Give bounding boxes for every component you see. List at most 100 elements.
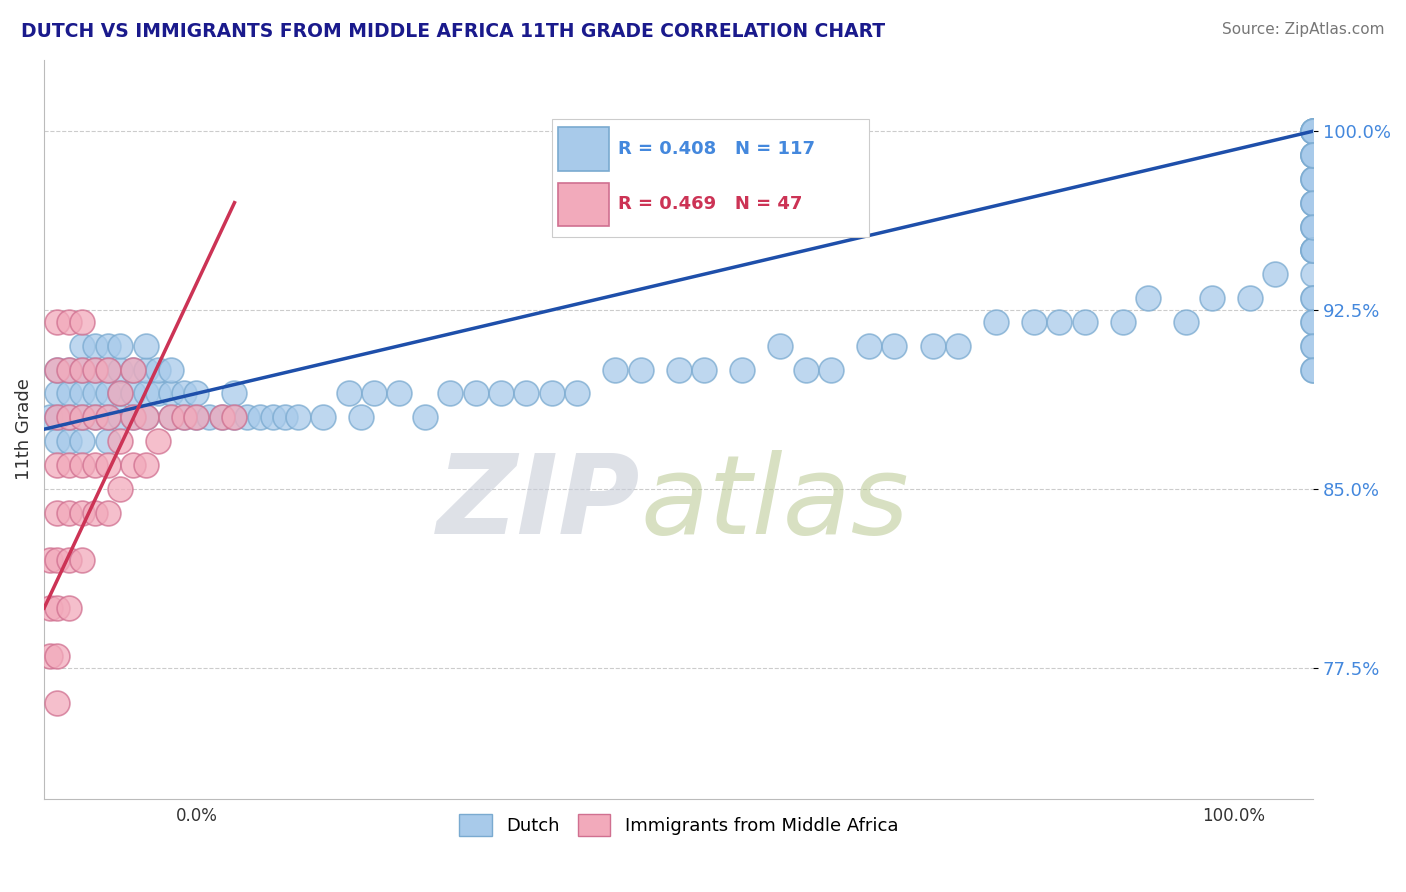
Dutch — [58, 410, 80, 425]
Dutch — [45, 386, 67, 401]
Immigrants from Middle Africa — [97, 458, 120, 472]
Immigrants from Middle Africa — [97, 362, 120, 376]
Dutch — [1302, 339, 1324, 353]
Dutch — [160, 386, 183, 401]
Text: 0.0%: 0.0% — [176, 807, 218, 825]
Immigrants from Middle Africa — [122, 410, 145, 425]
Dutch — [858, 339, 880, 353]
Dutch — [58, 386, 80, 401]
Immigrants from Middle Africa — [97, 410, 120, 425]
Dutch — [794, 362, 817, 376]
Dutch — [605, 362, 627, 376]
Legend: Dutch, Immigrants from Middle Africa: Dutch, Immigrants from Middle Africa — [450, 805, 907, 846]
Dutch — [148, 386, 170, 401]
Text: ZIP: ZIP — [437, 450, 641, 557]
Dutch — [122, 386, 145, 401]
Dutch — [1302, 339, 1324, 353]
Dutch — [1302, 267, 1324, 281]
Immigrants from Middle Africa — [110, 434, 132, 449]
Dutch — [224, 386, 246, 401]
Immigrants from Middle Africa — [211, 410, 233, 425]
Dutch — [224, 410, 246, 425]
Dutch — [83, 362, 105, 376]
Dutch — [58, 434, 80, 449]
Dutch — [45, 410, 67, 425]
Dutch — [122, 362, 145, 376]
Dutch — [70, 410, 93, 425]
Immigrants from Middle Africa — [45, 506, 67, 520]
Dutch — [1302, 195, 1324, 210]
Dutch — [1175, 315, 1198, 329]
Dutch — [1302, 124, 1324, 138]
Dutch — [1302, 244, 1324, 258]
Dutch — [70, 434, 93, 449]
Dutch — [1302, 148, 1324, 162]
Dutch — [249, 410, 271, 425]
Immigrants from Middle Africa — [110, 386, 132, 401]
Dutch — [515, 386, 537, 401]
Dutch — [1137, 291, 1160, 305]
Dutch — [70, 362, 93, 376]
Dutch — [668, 362, 690, 376]
Immigrants from Middle Africa — [148, 434, 170, 449]
Immigrants from Middle Africa — [58, 458, 80, 472]
Dutch — [148, 362, 170, 376]
Dutch — [160, 362, 183, 376]
Dutch — [540, 386, 562, 401]
Dutch — [1074, 315, 1097, 329]
Dutch — [1302, 124, 1324, 138]
Immigrants from Middle Africa — [45, 697, 67, 711]
Text: atlas: atlas — [641, 450, 910, 557]
Dutch — [1302, 171, 1324, 186]
Dutch — [1112, 315, 1135, 329]
Dutch — [1302, 219, 1324, 234]
Dutch — [97, 339, 120, 353]
Dutch — [769, 339, 792, 353]
Immigrants from Middle Africa — [45, 410, 67, 425]
Immigrants from Middle Africa — [39, 553, 62, 567]
Immigrants from Middle Africa — [58, 506, 80, 520]
Dutch — [1302, 362, 1324, 376]
Dutch — [464, 386, 486, 401]
Dutch — [1302, 219, 1324, 234]
Immigrants from Middle Africa — [110, 482, 132, 496]
Dutch — [236, 410, 259, 425]
Dutch — [173, 410, 195, 425]
Dutch — [337, 386, 360, 401]
Dutch — [135, 362, 157, 376]
Immigrants from Middle Africa — [45, 648, 67, 663]
Dutch — [110, 339, 132, 353]
Dutch — [1302, 171, 1324, 186]
Dutch — [122, 410, 145, 425]
Immigrants from Middle Africa — [58, 362, 80, 376]
Immigrants from Middle Africa — [97, 506, 120, 520]
Dutch — [160, 410, 183, 425]
Dutch — [1302, 219, 1324, 234]
Dutch — [1239, 291, 1261, 305]
Dutch — [45, 362, 67, 376]
Dutch — [350, 410, 373, 425]
Dutch — [630, 362, 652, 376]
Dutch — [820, 362, 842, 376]
Dutch — [1302, 315, 1324, 329]
Dutch — [1302, 362, 1324, 376]
Dutch — [1302, 315, 1324, 329]
Immigrants from Middle Africa — [45, 362, 67, 376]
Dutch — [1302, 291, 1324, 305]
Dutch — [1302, 291, 1324, 305]
Immigrants from Middle Africa — [83, 506, 105, 520]
Dutch — [97, 362, 120, 376]
Dutch — [883, 339, 905, 353]
Dutch — [1302, 171, 1324, 186]
Immigrants from Middle Africa — [83, 458, 105, 472]
Dutch — [83, 386, 105, 401]
Immigrants from Middle Africa — [186, 410, 208, 425]
Dutch — [1264, 267, 1286, 281]
Dutch — [83, 410, 105, 425]
Dutch — [186, 386, 208, 401]
Dutch — [1302, 195, 1324, 210]
Dutch — [921, 339, 943, 353]
Dutch — [693, 362, 716, 376]
Immigrants from Middle Africa — [224, 410, 246, 425]
Dutch — [97, 410, 120, 425]
